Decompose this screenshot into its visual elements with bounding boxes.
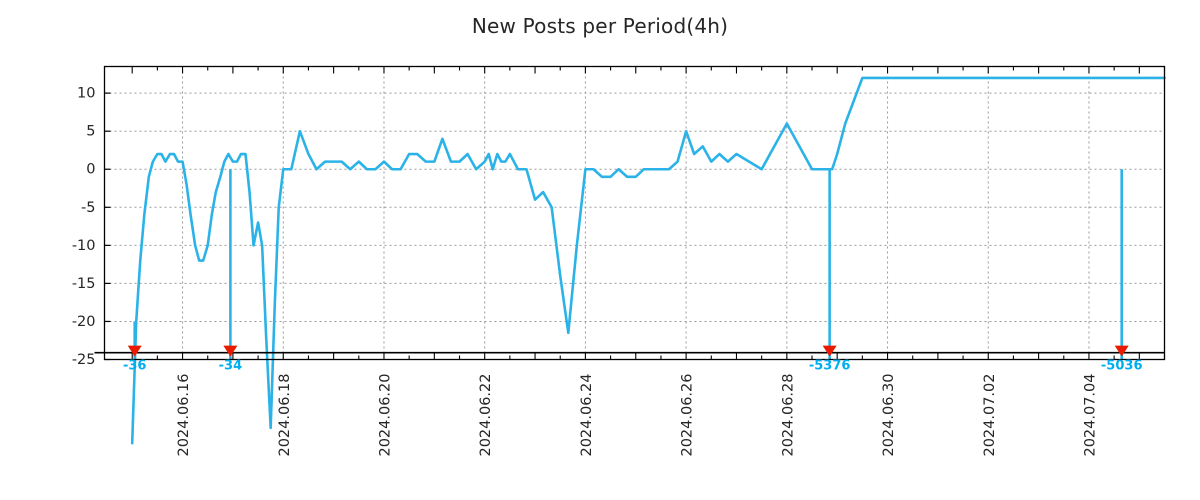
y-tick-label: 10: [77, 86, 95, 102]
y-tick-label: -20: [72, 314, 96, 330]
x-tick-label: 2024.06.28: [780, 374, 796, 457]
clip-annotation: -36: [123, 345, 147, 374]
clip-annotation-label: -5036: [1101, 359, 1143, 374]
plot-frame: [103, 65, 1166, 361]
x-axis-labels: 2024.06.16 2024.06.18 2024.06.20 2024.06.22…: [176, 374, 1098, 457]
y-tick-label: -15: [72, 276, 96, 292]
clip-annotation: -5036: [1101, 345, 1143, 374]
clip-annotation: -5376: [809, 345, 851, 374]
x-tick-label: 2024.07.02: [982, 374, 998, 457]
clip-annotation-label: -5376: [809, 359, 851, 374]
grid-layer: [104, 66, 1165, 360]
clip-marker-triangle-icon: [822, 345, 837, 357]
y-tick-label: -5: [81, 200, 95, 216]
x-tick-label: 2024.06.16: [176, 374, 192, 457]
clip-annotation-label: -36: [123, 359, 147, 374]
data-line-layer: [130, 76, 1166, 445]
y-tick-label: 5: [86, 124, 95, 140]
y-tick-label: 0: [86, 162, 95, 178]
data-series-line: [130, 76, 1166, 445]
x-tick-label: 2024.06.24: [579, 374, 595, 457]
clip-annotation: -34: [219, 345, 243, 374]
x-tick-label: 2024.06.22: [478, 374, 494, 457]
chart-title: New Posts per Period(4h): [471, 14, 729, 38]
x-tick-label: 2024.06.18: [277, 374, 293, 457]
clip-annotation-label: -34: [219, 359, 243, 374]
clip-annotations-layer: -36 -34 -5376 -5036: [123, 345, 1143, 374]
x-tick-label: 2024.06.20: [377, 374, 393, 457]
x-tick-label: 2024.07.04: [1082, 374, 1098, 457]
x-tick-label: 2024.06.26: [680, 374, 696, 457]
axes-layer: [94, 65, 1166, 361]
y-tick-label: -10: [72, 238, 96, 254]
clip-marker-triangle-icon: [1114, 345, 1129, 357]
clip-marker-triangle-icon: [223, 345, 238, 357]
y-tick-label: -25: [72, 352, 96, 368]
clip-marker-triangle-icon: [127, 345, 142, 357]
y-axis-labels: 10 5 0 -5 -10 -15 -20 -25: [72, 86, 96, 368]
x-tick-label: 2024.06.30: [881, 374, 897, 457]
